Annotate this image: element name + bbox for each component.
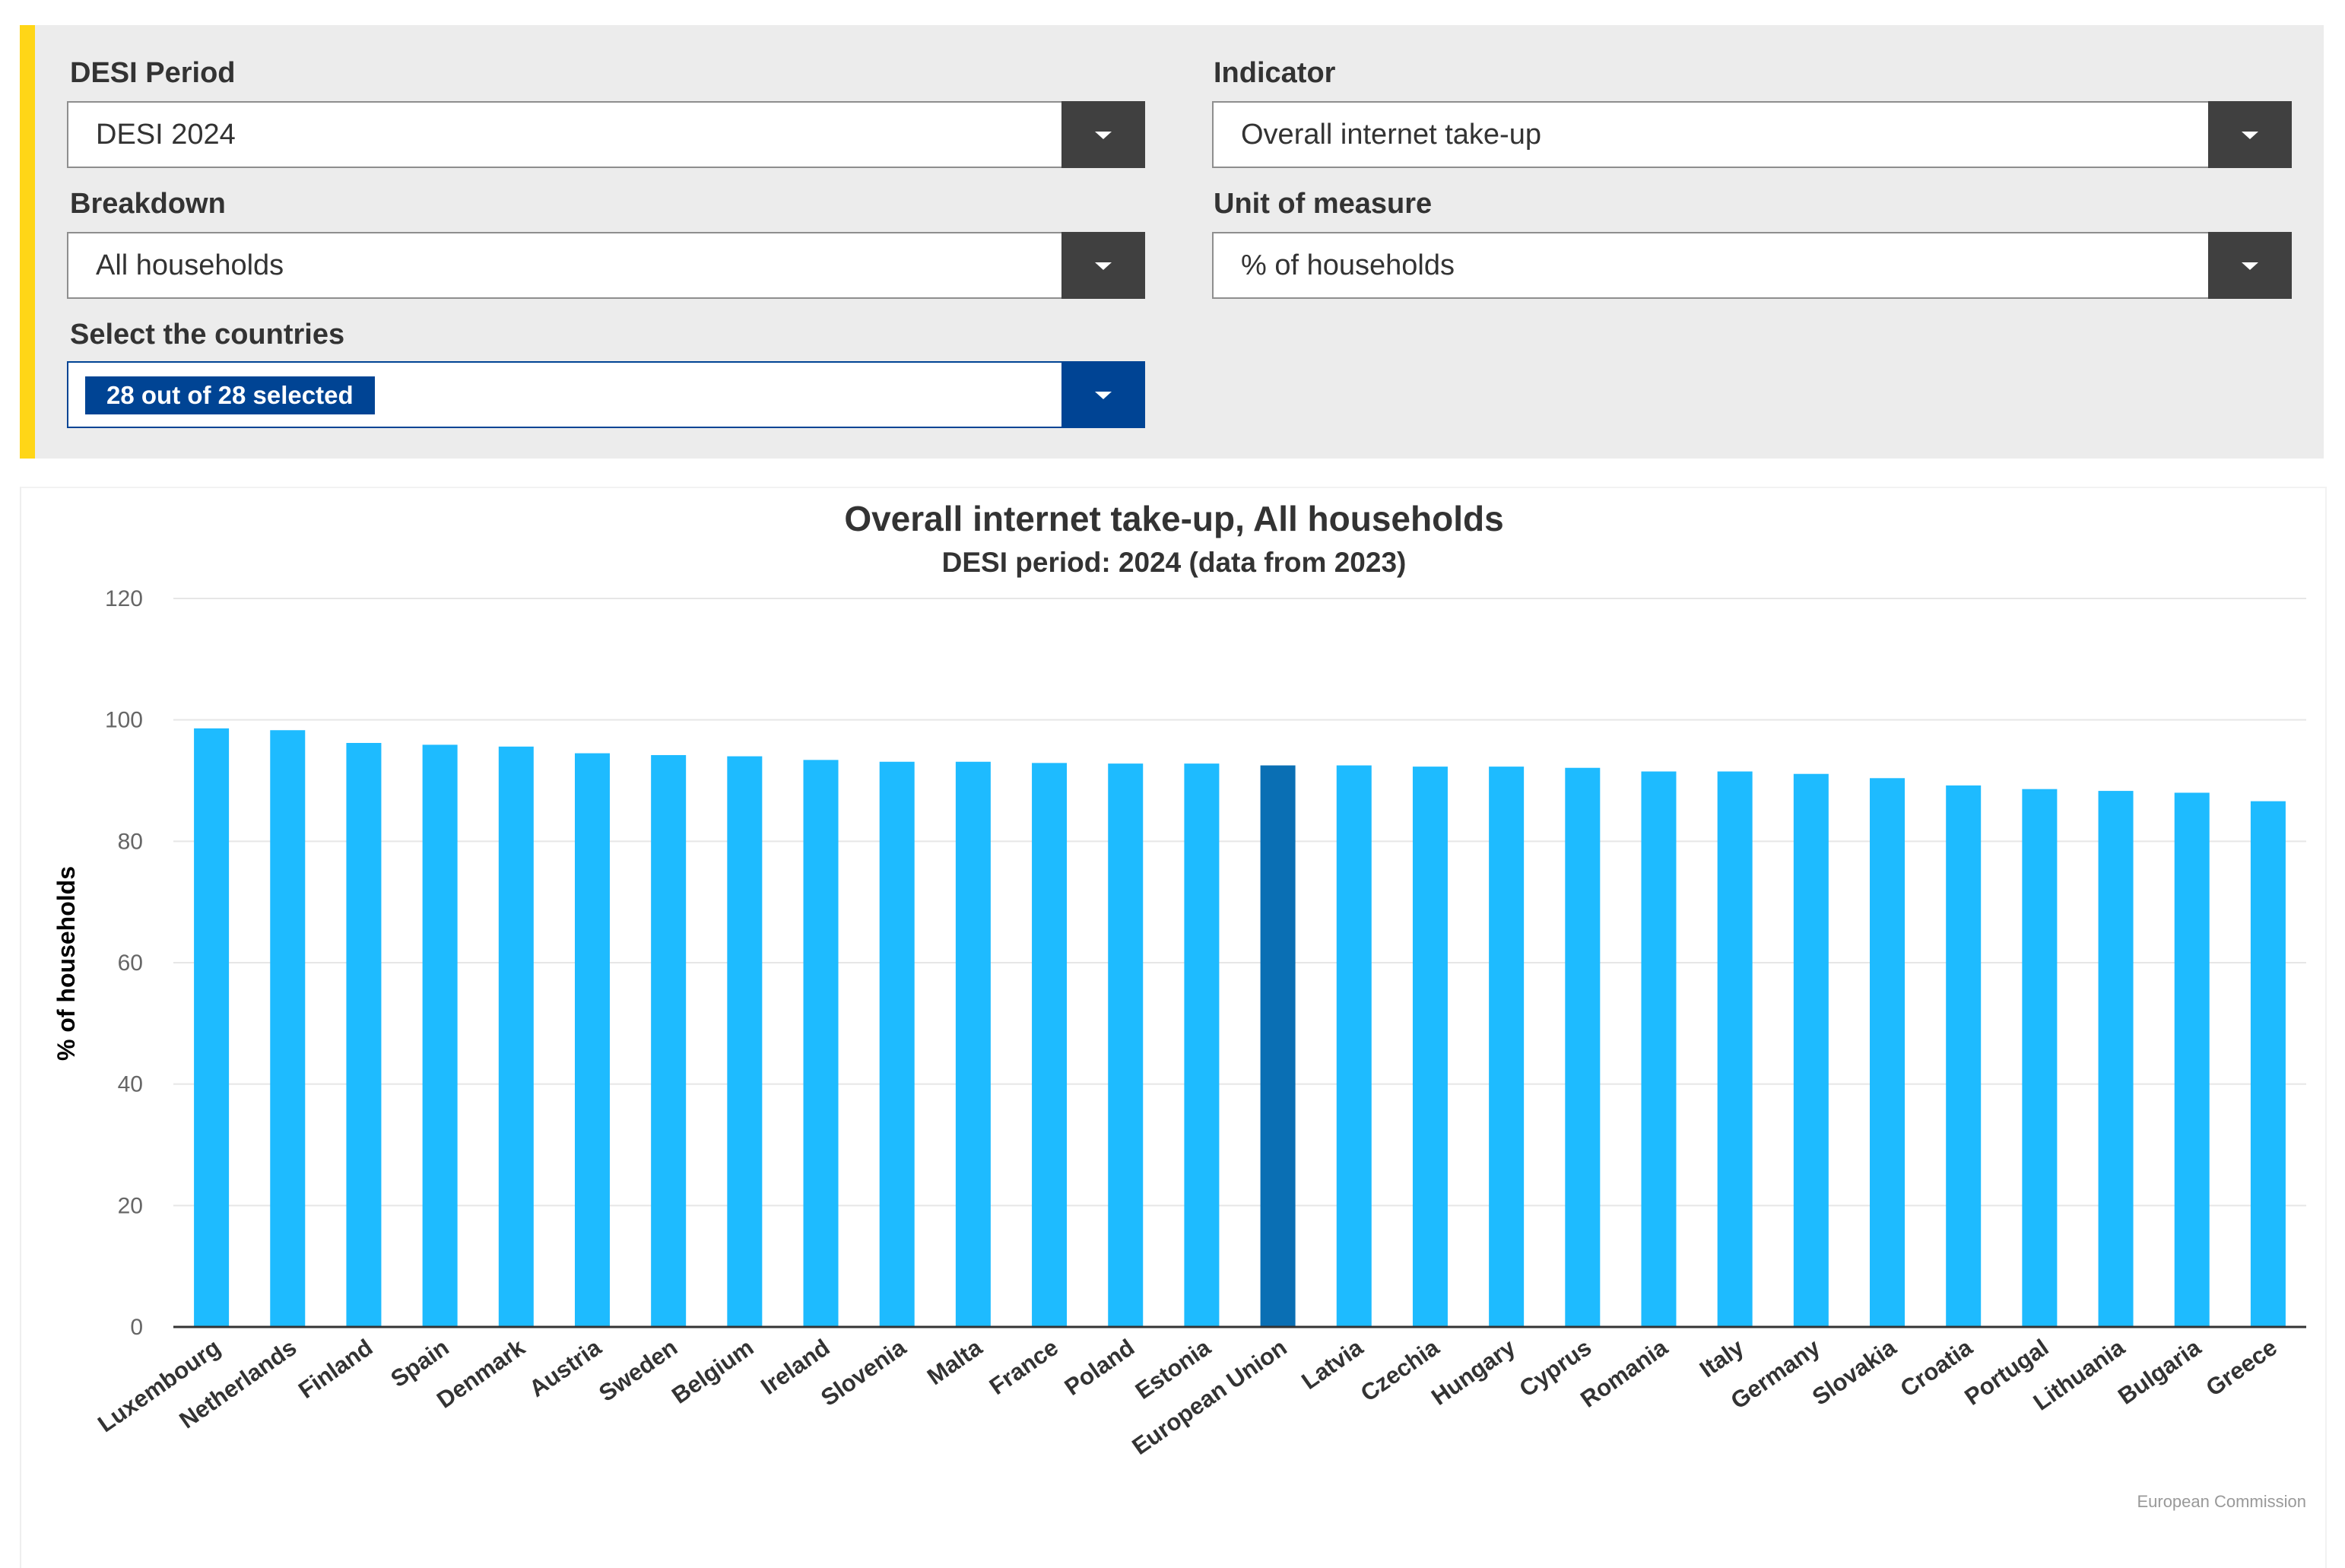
- bar-chart: Overall internet take-up, All households…: [52, 499, 2306, 1511]
- breakdown-select[interactable]: All households: [67, 232, 1145, 299]
- bar-bulgaria[interactable]: [2174, 792, 2210, 1327]
- x-tick-label: Poland: [1060, 1334, 1140, 1401]
- bar-belgium[interactable]: [727, 756, 763, 1327]
- indicator-dropdown-button[interactable]: [2208, 101, 2292, 168]
- bar-slovenia[interactable]: [879, 761, 915, 1327]
- credit-text[interactable]: European Commission: [2137, 1492, 2306, 1511]
- x-tick-label: Greece: [2201, 1334, 2282, 1401]
- y-tick-label: 40: [118, 1072, 143, 1097]
- desi-period-select[interactable]: DESI 2024: [67, 101, 1145, 168]
- bar-spain[interactable]: [422, 744, 458, 1327]
- y-tick-label: 20: [118, 1193, 143, 1218]
- x-tick-label: Austria: [524, 1334, 606, 1402]
- y-tick-label: 100: [105, 708, 143, 733]
- chevron-down-icon: [2242, 262, 2258, 270]
- bar-finland[interactable]: [346, 743, 382, 1327]
- y-tick-label: 0: [130, 1315, 143, 1340]
- x-tick-label: Slovakia: [1807, 1334, 1902, 1411]
- bar-slovakia[interactable]: [1870, 778, 1906, 1327]
- chart-subtitle: DESI period: 2024 (data from 2023): [942, 547, 1407, 578]
- x-tick-label: Bulgaria: [2113, 1334, 2206, 1410]
- bar-latvia[interactable]: [1336, 765, 1372, 1327]
- x-tick-label: Romania: [1575, 1334, 1673, 1413]
- bar-sweden[interactable]: [651, 754, 687, 1327]
- chart-container: Overall internet take-up, All households…: [20, 487, 2327, 1568]
- filter-panel: DESI Period DESI 2024 Indicator Overall …: [20, 25, 2324, 459]
- bar-cyprus[interactable]: [1565, 767, 1601, 1327]
- y-tick-label: 80: [118, 829, 143, 854]
- bar-denmark[interactable]: [498, 746, 534, 1327]
- x-tick-label: Sweden: [594, 1334, 682, 1407]
- accent-stripe: [20, 25, 35, 459]
- y-axis-ticks: 0 20 40 60 80 100 120: [105, 586, 143, 1340]
- breakdown-value: All households: [96, 249, 284, 281]
- x-tick-label: Slovenia: [816, 1334, 911, 1411]
- bar-austria[interactable]: [574, 753, 610, 1327]
- bar-greece[interactable]: [2250, 801, 2286, 1327]
- bar-czechia[interactable]: [1412, 767, 1448, 1327]
- chevron-down-icon: [2242, 132, 2258, 139]
- countries-select[interactable]: 28 out of 28 selected: [67, 361, 1145, 428]
- x-tick-label: Italy: [1695, 1334, 1750, 1383]
- breakdown-dropdown-button[interactable]: [1061, 232, 1145, 299]
- desi-period-dropdown-button[interactable]: [1061, 101, 1145, 168]
- y-axis-label: % of households: [52, 866, 80, 1061]
- y-tick-label: 60: [118, 951, 143, 976]
- bars: [194, 728, 2286, 1327]
- x-tick-label: Finland: [294, 1334, 377, 1404]
- indicator-label: Indicator: [1214, 57, 1336, 89]
- unit-dropdown-button[interactable]: [2208, 232, 2292, 299]
- bar-poland[interactable]: [1108, 763, 1144, 1327]
- bar-croatia[interactable]: [1946, 785, 1982, 1327]
- gridlines: [173, 598, 2306, 1207]
- bar-lithuania[interactable]: [2098, 791, 2134, 1327]
- chevron-down-icon: [1095, 262, 1112, 270]
- unit-select[interactable]: % of households: [1212, 232, 2292, 299]
- bar-italy[interactable]: [1717, 771, 1753, 1327]
- x-tick-label: Belgium: [667, 1334, 758, 1409]
- countries-dropdown-button[interactable]: [1061, 361, 1145, 428]
- breakdown-label: Breakdown: [70, 188, 226, 220]
- bar-germany[interactable]: [1793, 773, 1829, 1327]
- unit-value: % of households: [1241, 249, 1455, 281]
- chevron-down-icon: [1095, 132, 1112, 139]
- y-tick-label: 120: [105, 586, 143, 611]
- chevron-down-icon: [1095, 392, 1112, 399]
- countries-selected-badge: 28 out of 28 selected: [85, 376, 375, 414]
- x-tick-label: Hungary: [1426, 1334, 1521, 1411]
- x-tick-label: France: [985, 1334, 1063, 1400]
- indicator-value: Overall internet take-up: [1241, 119, 1541, 151]
- countries-label: Select the countries: [70, 319, 345, 351]
- bar-luxembourg[interactable]: [194, 728, 230, 1327]
- bar-european-union[interactable]: [1260, 765, 1296, 1327]
- indicator-select[interactable]: Overall internet take-up: [1212, 101, 2292, 168]
- bar-france[interactable]: [1032, 763, 1068, 1327]
- bar-estonia[interactable]: [1184, 763, 1220, 1327]
- bar-ireland[interactable]: [803, 760, 839, 1327]
- bar-malta[interactable]: [955, 761, 991, 1327]
- desi-period-label: DESI Period: [70, 57, 236, 89]
- bar-portugal[interactable]: [2022, 789, 2058, 1327]
- bar-romania[interactable]: [1641, 771, 1677, 1327]
- x-tick-label: Denmark: [432, 1334, 530, 1414]
- unit-label: Unit of measure: [1214, 188, 1433, 220]
- chart-title: Overall internet take-up, All households: [844, 499, 1503, 538]
- bar-netherlands[interactable]: [270, 730, 306, 1327]
- bar-hungary[interactable]: [1489, 767, 1525, 1327]
- desi-period-value: DESI 2024: [96, 119, 236, 151]
- x-tick-label: Malta: [922, 1334, 988, 1391]
